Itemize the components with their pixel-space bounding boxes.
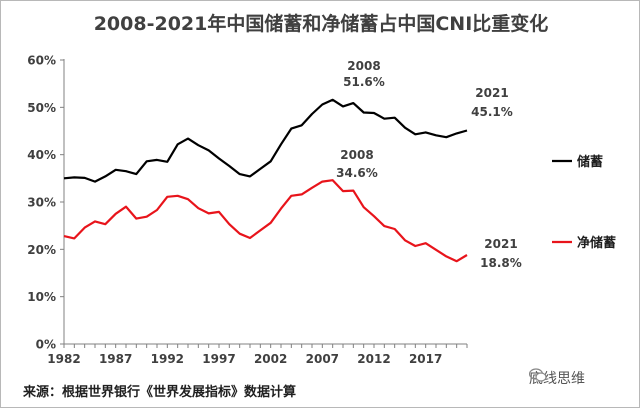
x-tick-label: 1987 [99, 352, 132, 366]
annotation-value: 34.6% [336, 166, 378, 180]
annotation-year: 2008 [347, 59, 380, 73]
x-tick-label: 2017 [409, 352, 442, 366]
x-tick-label: 2007 [306, 352, 339, 366]
source-note: 来源：根据世界银行《世界发展指标》数据计算 [23, 385, 297, 400]
savings-line [63, 98, 468, 183]
x-tick-label: 1992 [151, 352, 184, 366]
x-axis: 1982 1987 1992 1997 2002 2007 2012 2017 [47, 343, 468, 366]
x-tick-label: 1997 [202, 352, 235, 366]
legend-label: 储蓄 [576, 154, 603, 170]
annotation-value: 18.8% [480, 256, 522, 270]
y-tick-label: 0% [36, 338, 56, 352]
y-tick-label: 50% [27, 101, 56, 115]
x-tick-label: 2002 [254, 352, 287, 366]
annotations: 2008 51.6% 2021 45.1% 2008 34.6% 2021 18.8% [336, 59, 522, 270]
y-tick-label: 30% [27, 196, 56, 210]
watermark: 底线思维 [529, 368, 585, 388]
annotation-value: 45.1% [471, 105, 513, 119]
annotation-year: 2021 [475, 86, 508, 100]
annotation-value: 51.6% [343, 75, 385, 89]
y-tick-label: 10% [27, 290, 56, 304]
y-tick-label: 40% [27, 148, 56, 162]
annotation-year: 2008 [340, 148, 373, 162]
chart-title: 2008-2021年中国储蓄和净储蓄占中国CNI比重变化 [93, 13, 549, 35]
x-tick-label: 2012 [357, 352, 390, 366]
annotation-year: 2021 [484, 237, 517, 251]
wechat-icon [529, 368, 547, 382]
legend-label: 净储蓄 [577, 235, 616, 251]
y-tick-label: 60% [27, 54, 56, 68]
y-tick-label: 20% [27, 243, 56, 257]
series-lines [63, 98, 468, 263]
net-savings-line [63, 179, 468, 263]
x-tick-label: 1982 [47, 352, 80, 366]
y-axis: 0% 10% 20% 30% 40% 50% 60% [27, 54, 65, 352]
